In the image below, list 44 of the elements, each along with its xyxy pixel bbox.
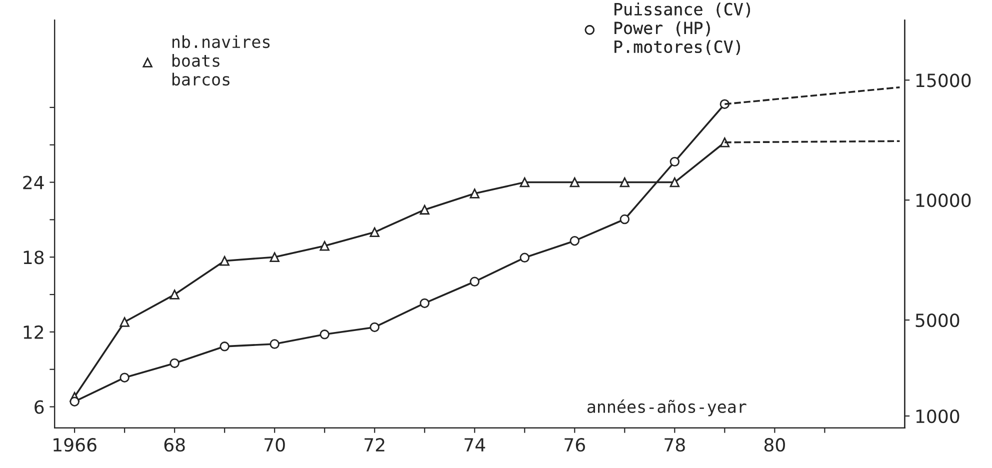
point xyxy=(220,342,230,352)
point xyxy=(570,177,580,188)
y2-tick-label: 5000 xyxy=(916,313,960,328)
y-tick-label: 18 xyxy=(24,250,44,264)
x-tick-label: 76 xyxy=(564,438,585,452)
point xyxy=(270,252,280,262)
y2-tick-label: 15000 xyxy=(916,74,971,88)
y2-tick-label: 10000 xyxy=(916,194,971,208)
point xyxy=(670,156,680,167)
point xyxy=(470,188,480,198)
point xyxy=(670,177,680,188)
x-axis-title: années-años-year xyxy=(587,399,746,416)
point xyxy=(520,177,530,188)
legend-label: Puissance (CV) Power (HP) P.motores(CV) xyxy=(614,2,750,55)
legend-label: nb.navires boats barcos xyxy=(172,35,270,86)
point xyxy=(170,358,180,368)
point xyxy=(170,290,180,300)
point xyxy=(70,396,80,406)
point xyxy=(370,322,380,332)
x-tick-label: 72 xyxy=(364,438,384,452)
y-tick-label: 12 xyxy=(24,325,44,339)
y-tick-label: 6 xyxy=(34,400,44,414)
point xyxy=(370,227,380,238)
x-tick-label: 78 xyxy=(664,438,685,452)
point xyxy=(120,317,130,327)
point xyxy=(420,204,430,215)
point xyxy=(270,339,280,349)
point xyxy=(420,298,430,308)
point xyxy=(320,241,330,251)
y2-tick-label: 1000 xyxy=(916,409,960,424)
point xyxy=(520,252,530,263)
x-tick-label: 80 xyxy=(764,438,785,452)
point xyxy=(570,236,580,246)
point xyxy=(620,214,630,224)
point xyxy=(120,372,130,382)
y-tick-label: 24 xyxy=(23,176,44,190)
x-tick-label: 70 xyxy=(264,438,285,452)
point xyxy=(220,256,230,266)
x-tick-label: 1966 xyxy=(54,438,96,452)
point xyxy=(620,177,630,188)
x-tick-label: 68 xyxy=(164,438,185,452)
x-tick-label: 74 xyxy=(464,438,486,452)
point xyxy=(470,276,480,286)
point xyxy=(320,330,330,340)
